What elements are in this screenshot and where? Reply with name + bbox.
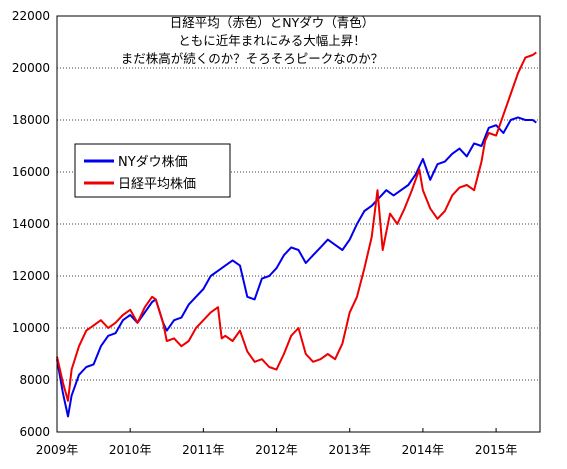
legend-label-nydow: NYダウ株価 [118, 155, 188, 170]
y-tick-label: 10000 [12, 321, 50, 335]
x-tick-label: 2013年 [328, 443, 371, 457]
y-tick-label: 8000 [19, 373, 50, 387]
legend-label-nikkei: 日経平均株価 [118, 177, 196, 192]
y-tick-label: 20000 [12, 61, 50, 75]
title-line-2: ともに近年まれにみる大幅上昇！ [178, 33, 366, 48]
title-line-3: まだ株高が続くのか？そろそろピークなのか？ [121, 51, 384, 66]
plot-frame [56, 15, 541, 433]
y-tick-label: 16000 [12, 165, 50, 179]
gridlines [57, 67, 540, 381]
y-tick-label: 22000 [12, 9, 50, 23]
y-tick-label: 12000 [12, 269, 50, 283]
x-tick-label: 2009年 [36, 443, 79, 457]
legend: NYダウ株価 日経平均株価 [74, 143, 231, 198]
chart-title: 日経平均（赤色）とNYダウ（青色） ともに近年まれにみる大幅上昇！ まだ株高が続… [121, 15, 384, 66]
series-line-nikkei [56, 51, 537, 402]
y-axis-tick-labels: 6000 8000 10000 12000 14000 16000 18000 20000 22… [12, 9, 50, 439]
y-tick-label: 18000 [12, 113, 50, 127]
x-tick-label: 2011年 [182, 443, 225, 457]
x-tick-label: 2012年 [255, 443, 298, 457]
x-tick-label: 2015年 [475, 443, 518, 457]
x-tick-label: 2010年 [109, 443, 152, 457]
legend-box [74, 143, 231, 198]
y-tick-label: 6000 [19, 425, 50, 439]
x-tick-label: 2014年 [402, 443, 445, 457]
x-axis-tick-labels: 2009年 2010年 2011年 2012年 2013年 2014年 2015年 [36, 428, 518, 457]
y-tick-label: 14000 [12, 217, 50, 231]
series-line-nydow [56, 116, 537, 418]
title-line-1: 日経平均（赤色）とNYダウ（青色） [170, 15, 375, 30]
series-lines [56, 51, 537, 418]
